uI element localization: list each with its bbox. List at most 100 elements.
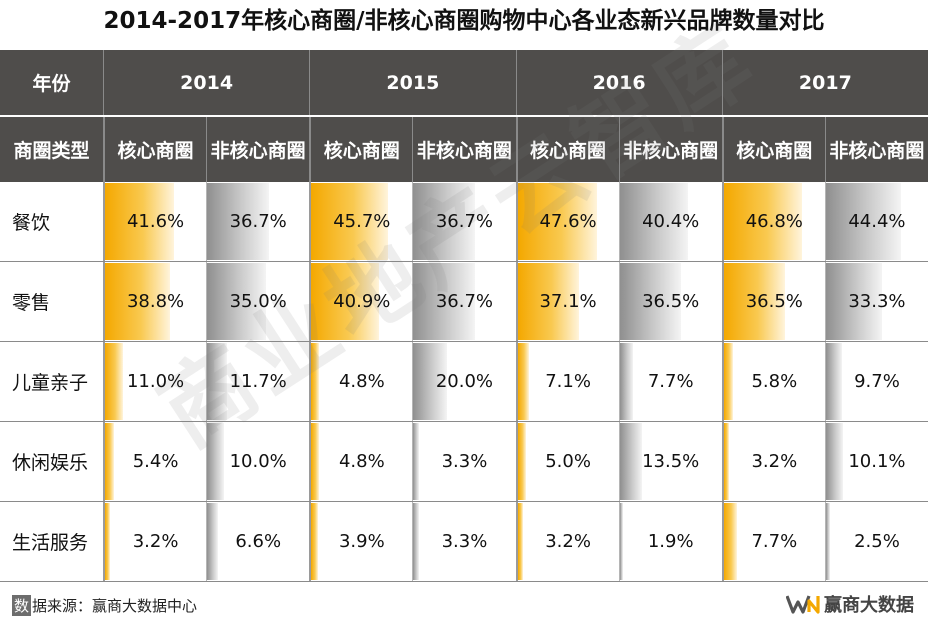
value-text: 10.1%: [848, 451, 906, 472]
core-data-bar: [517, 423, 526, 500]
year-header-2017: 2017: [721, 50, 928, 115]
noncore-value-cell: 3.3%: [412, 502, 515, 581]
core-data-bar: [723, 343, 734, 420]
noncore-value-cell: 33.3%: [824, 262, 928, 341]
row-category-label: 儿童亲子: [12, 372, 89, 394]
noncore-value-cell: 1.9%: [618, 502, 722, 581]
core-data-bar: [311, 503, 318, 580]
value-text: 3.2%: [751, 451, 798, 472]
value-text: 40.9%: [333, 291, 391, 312]
type-header-noncore: 非核心商圈: [618, 117, 722, 182]
core-data-bar: [311, 343, 320, 420]
noncore-data-bar: [825, 183, 901, 260]
value-text: 36.7%: [435, 291, 494, 312]
value-text: 36.5%: [745, 291, 803, 312]
noncore-value-cell: 10.0%: [206, 422, 309, 501]
type-header-core: 核心商圈: [721, 117, 825, 182]
type-header-core: 核心商圈: [103, 117, 206, 182]
type-header-core: 核心商圈: [309, 117, 412, 182]
value-text: 3.3%: [441, 531, 488, 552]
noncore-value-cell: 11.7%: [206, 342, 309, 421]
value-text: 3.2%: [545, 531, 591, 552]
core-value-cell: 3.9%: [309, 502, 412, 581]
noncore-value-cell: 3.3%: [412, 422, 515, 501]
core-data-bar: [723, 183, 802, 260]
year-header-row: 年份 2014 2015 2016 2017: [0, 50, 928, 115]
core-value-cell: 36.5%: [721, 262, 825, 341]
core-value-cell: 3.2%: [721, 422, 825, 501]
core-value-cell: 5.4%: [103, 422, 206, 501]
noncore-data-bar: [207, 183, 269, 260]
value-text: 47.6%: [539, 211, 597, 232]
value-text: 38.8%: [126, 291, 185, 312]
core-data-bar: [517, 183, 597, 260]
noncore-data-bar: [825, 343, 843, 420]
row-category-label: 生活服务: [12, 532, 89, 554]
value-text: 20.0%: [435, 371, 494, 392]
table-row: 餐饮 41.6% 36.7% 45.7% 36.7% 47.6% 40.4% 46.8% 44.…: [0, 182, 928, 262]
noncore-value-cell: 36.7%: [412, 182, 515, 261]
table-body: 餐饮 41.6% 36.7% 45.7% 36.7% 47.6% 40.4% 46.8% 44.…: [0, 182, 928, 582]
value-text: 10.0%: [229, 451, 287, 472]
core-data-bar: [105, 423, 114, 500]
value-text: 3.9%: [338, 531, 385, 552]
value-text: 13.5%: [642, 451, 700, 472]
value-text: 3.2%: [132, 531, 179, 552]
noncore-data-bar: [207, 263, 267, 340]
brand-logo: 赢商大数据: [786, 591, 914, 617]
value-text: 40.4%: [642, 211, 700, 232]
type-header-core: 核心商圈: [515, 117, 619, 182]
table-row: 生活服务 3.2% 6.6% 3.9% 3.3% 3.2% 1.9% 7.7% 2.5%: [0, 502, 928, 582]
value-text: 4.8%: [338, 371, 385, 392]
noncore-data-bar: [619, 423, 643, 500]
core-data-bar: [105, 183, 175, 260]
data-table: 年份 2014 2015 2016 2017 商圈类型 核心商圈 非核心商圈 核…: [0, 50, 928, 582]
core-data-bar: [723, 423, 730, 500]
logo-text: 赢商大数据: [824, 595, 914, 616]
noncore-value-cell: 36.7%: [206, 182, 309, 261]
noncore-value-cell: 9.7%: [824, 342, 928, 421]
value-text: 41.6%: [126, 211, 185, 232]
noncore-value-cell: 7.7%: [618, 342, 722, 421]
noncore-data-bar: [619, 503, 623, 580]
core-data-bar: [517, 343, 530, 420]
noncore-data-bar: [825, 503, 831, 580]
core-value-cell: 40.9%: [309, 262, 412, 341]
year-header-2014: 2014: [103, 50, 309, 115]
year-header-2015: 2015: [309, 50, 515, 115]
source-text: 据来源：赢商大数据中心: [32, 597, 198, 615]
core-value-cell: 7.7%: [721, 502, 825, 581]
noncore-data-bar: [413, 423, 419, 500]
core-value-cell: 46.8%: [721, 182, 825, 261]
value-text: 11.7%: [229, 371, 287, 392]
value-text: 36.7%: [435, 211, 494, 232]
value-text: 33.3%: [848, 291, 906, 312]
noncore-data-bar: [619, 263, 682, 340]
value-text: 37.1%: [539, 291, 597, 312]
core-value-cell: 5.0%: [515, 422, 619, 501]
value-text: 36.7%: [229, 211, 287, 232]
page-title: 2014-2017年核心商圈/非核心商圈购物中心各业态新兴品牌数量对比: [103, 8, 825, 34]
core-value-cell: 47.6%: [515, 182, 619, 261]
core-data-bar: [311, 263, 380, 340]
value-text: 5.4%: [132, 451, 179, 472]
value-text: 3.3%: [441, 451, 488, 472]
core-data-bar: [105, 503, 111, 580]
value-text: 7.7%: [647, 371, 694, 392]
type-header-label: 商圈类型: [13, 140, 90, 162]
noncore-value-cell: 44.4%: [824, 182, 928, 261]
noncore-data-bar: [619, 343, 633, 420]
noncore-data-bar: [413, 503, 419, 580]
noncore-value-cell: 10.1%: [824, 422, 928, 501]
value-text: 7.1%: [545, 371, 591, 392]
type-header-row: 商圈类型 核心商圈 非核心商圈 核心商圈 非核心商圈 核心商圈 非核心商圈 核心…: [0, 117, 928, 182]
noncore-value-cell: 13.5%: [618, 422, 722, 501]
table-row: 休闲娱乐 5.4% 10.0% 4.8% 3.3% 5.0% 13.5% 3.2% 10.1%: [0, 422, 928, 502]
core-value-cell: 3.2%: [103, 502, 206, 581]
noncore-data-bar: [207, 343, 227, 420]
noncore-data-bar: [413, 183, 476, 260]
core-data-bar: [105, 343, 124, 420]
value-text: 4.8%: [338, 451, 385, 472]
source-note: 数 据来源：赢商大数据中心: [12, 595, 197, 616]
value-text: 46.8%: [745, 211, 803, 232]
